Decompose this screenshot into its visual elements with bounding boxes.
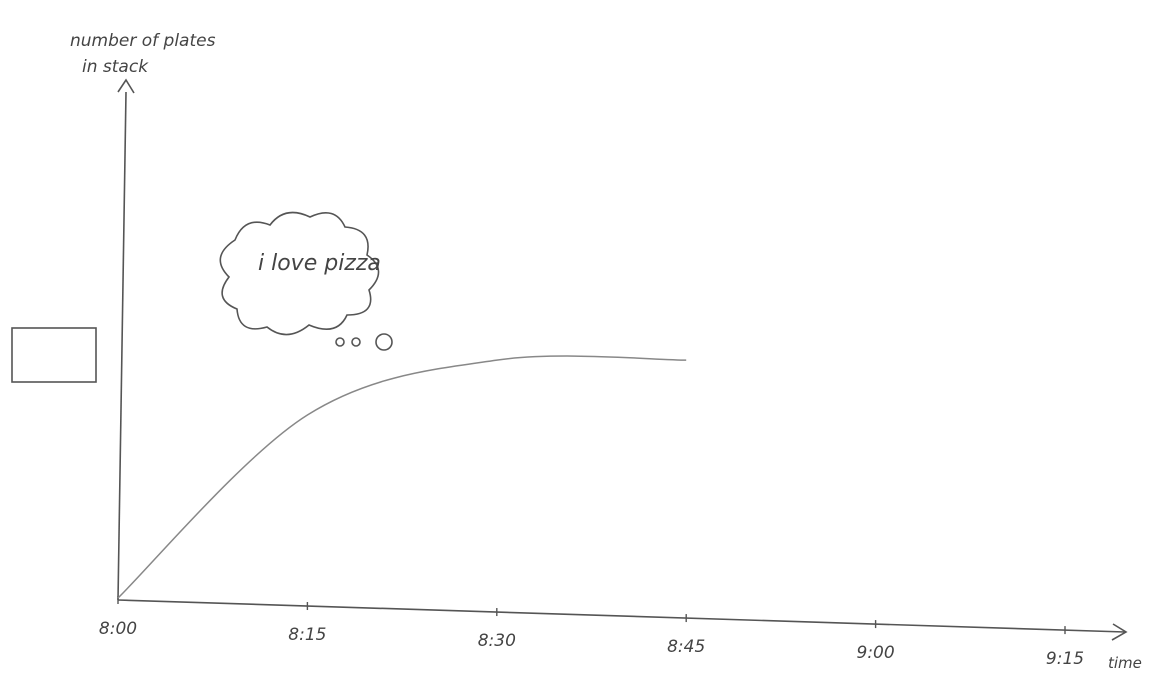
x-tick-label: 8:45 <box>667 637 705 657</box>
line <box>118 356 686 598</box>
box <box>12 328 96 382</box>
y-axis-label: in stack <box>82 57 149 77</box>
y-axis-label: number of plates <box>70 31 216 51</box>
thought-bubble <box>336 338 344 346</box>
x-tick-label: 8:15 <box>288 625 326 645</box>
x-axis <box>118 600 1125 632</box>
chart: i love pizza number of plates in stack t… <box>0 0 1159 674</box>
page: {"chart_data": {"type": "line", "y_label… <box>0 0 1159 674</box>
y-axis <box>118 92 126 600</box>
y-arrow <box>118 80 134 93</box>
x-tick-label: 8:30 <box>478 631 516 651</box>
x-tick-label: 9:15 <box>1046 649 1084 669</box>
thought-bubble <box>352 338 360 346</box>
x-tick-label: 8:00 <box>99 619 137 639</box>
x-axis-label: time <box>1108 654 1142 672</box>
pizza-icon <box>376 334 392 350</box>
annotation: i love pizza <box>258 251 381 276</box>
x-tick-label: 9:00 <box>857 643 895 663</box>
